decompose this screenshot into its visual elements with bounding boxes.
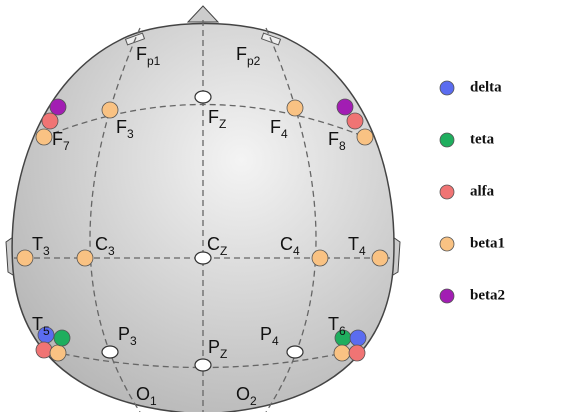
legend-label: teta <box>470 131 495 147</box>
electrode-index: Z <box>220 244 227 258</box>
legend: delta teta alfa beta1 beta2 <box>440 79 505 303</box>
electrode-index: p1 <box>147 54 161 68</box>
electrode-letter: C <box>207 234 220 254</box>
band-marker <box>347 113 363 129</box>
electrode-index: 3 <box>130 334 137 348</box>
band-marker <box>36 342 52 358</box>
electrode-letter: F <box>116 117 127 137</box>
band-marker <box>357 129 373 145</box>
band-marker <box>349 345 365 361</box>
electrode-letter: T <box>328 314 339 334</box>
legend-swatch <box>440 81 454 95</box>
electrode-letter: T <box>32 234 43 254</box>
eeg-diagram: Fp1Fp2F7F3FZF4F8T3C3CZC4T4T5P3PZP4T6O1O2… <box>0 0 586 412</box>
electrode-letter: F <box>208 107 219 127</box>
electrode-letter: F <box>270 117 281 137</box>
band-marker <box>36 129 52 145</box>
electrode-index: 3 <box>43 244 50 258</box>
band-marker <box>337 99 353 115</box>
electrode-index: 4 <box>359 244 366 258</box>
electrode-letter: P <box>118 324 130 344</box>
electrode-letter: T <box>348 234 359 254</box>
electrode-index: 4 <box>272 334 279 348</box>
band-marker <box>54 330 70 346</box>
electrode-index: p2 <box>247 54 261 68</box>
legend-swatch <box>440 185 454 199</box>
band-marker <box>102 102 118 118</box>
electrode-index: 1 <box>150 394 157 408</box>
band-marker <box>287 100 303 116</box>
electrode-index: Z <box>220 347 227 361</box>
band-marker <box>334 345 350 361</box>
electrode-index: 2 <box>250 394 257 408</box>
legend-swatch <box>440 237 454 251</box>
electrode-letter: F <box>236 44 247 64</box>
electrode-letter: C <box>95 234 108 254</box>
band-marker <box>372 250 388 266</box>
electrode-index: 7 <box>63 139 70 153</box>
band-marker <box>50 99 66 115</box>
electrode-index: 3 <box>127 127 134 141</box>
band-marker <box>17 250 33 266</box>
electrode-index: 5 <box>43 324 50 338</box>
electrode-index: 6 <box>339 324 346 338</box>
band-marker <box>350 330 366 346</box>
electrode-index: 8 <box>339 139 346 153</box>
electrode-letter: F <box>52 129 63 149</box>
band-marker <box>77 250 93 266</box>
legend-label: beta2 <box>470 287 505 303</box>
legend-swatch <box>440 133 454 147</box>
legend-swatch <box>440 289 454 303</box>
electrode-letter: T <box>32 314 43 334</box>
electrode-index: 4 <box>281 127 288 141</box>
electrode-letter: F <box>328 129 339 149</box>
electrode-letter: O <box>236 384 250 404</box>
electrode-letter: F <box>136 44 147 64</box>
legend-label: beta1 <box>470 235 505 251</box>
electrode-index: 3 <box>108 244 115 258</box>
electrode-letter: P <box>260 324 272 344</box>
electrode-index: Z <box>219 117 226 131</box>
electrode-index: 4 <box>293 244 300 258</box>
electrode-letter: P <box>208 337 220 357</box>
legend-label: alfa <box>470 183 495 199</box>
band-marker <box>50 345 66 361</box>
electrode-letter: O <box>136 384 150 404</box>
band-marker <box>312 250 328 266</box>
legend-label: delta <box>470 79 502 95</box>
electrode-letter: C <box>280 234 293 254</box>
band-marker <box>42 113 58 129</box>
